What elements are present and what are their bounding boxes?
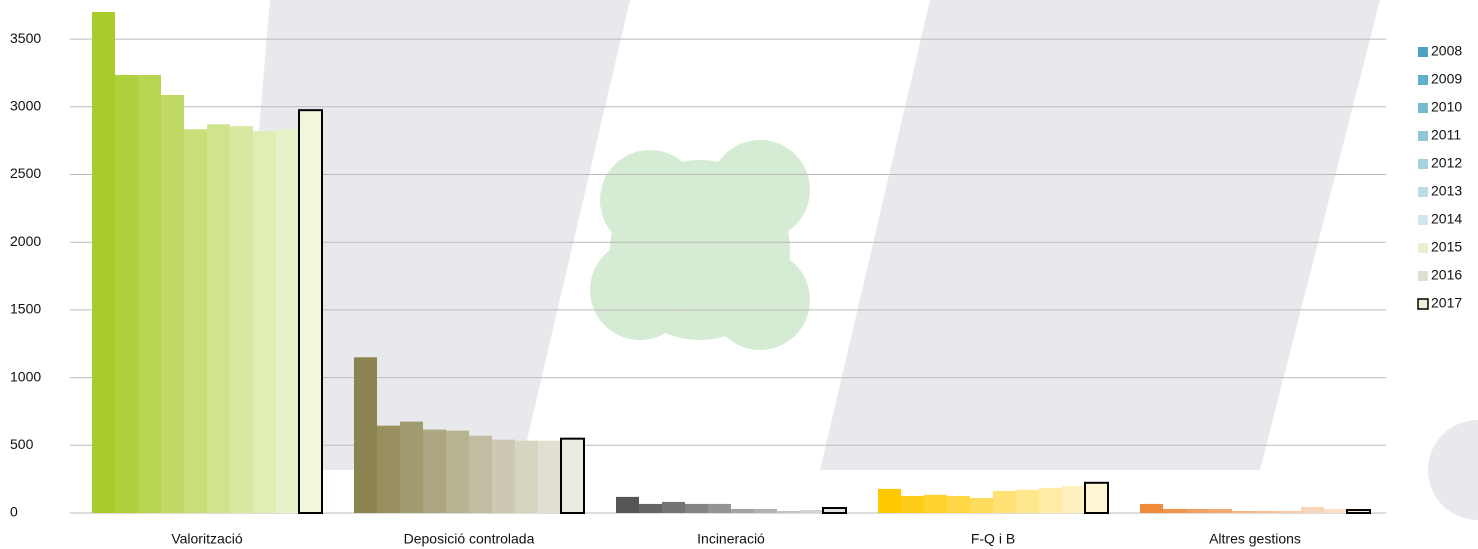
bar	[993, 490, 1016, 513]
y-tick-label: 2500	[10, 165, 41, 181]
bar	[1016, 489, 1039, 513]
bar	[947, 495, 970, 513]
bar	[230, 126, 253, 513]
legend-label: 2015	[1431, 239, 1462, 255]
bar	[970, 497, 993, 513]
bar	[685, 503, 708, 513]
bar	[800, 510, 823, 513]
bar	[1186, 508, 1209, 513]
legend-swatch	[1418, 47, 1428, 57]
legend-swatch	[1418, 75, 1428, 85]
legend-swatch	[1418, 187, 1428, 197]
bar	[92, 12, 115, 513]
x-tick-label: Deposició controlada	[404, 531, 535, 547]
watermark	[230, 0, 1478, 520]
bar	[446, 430, 469, 513]
y-tick-label: 3500	[10, 30, 41, 46]
bar	[1324, 508, 1347, 513]
bar	[1278, 510, 1301, 513]
legend-label: 2013	[1431, 183, 1462, 199]
bar	[469, 435, 492, 513]
bar	[924, 494, 947, 513]
bar	[1140, 503, 1163, 513]
bar	[354, 357, 377, 513]
legend-swatch	[1418, 131, 1428, 141]
legend-label: 2017	[1431, 295, 1462, 311]
legend-label: 2014	[1431, 211, 1462, 227]
watermark-flower	[590, 140, 810, 350]
bar	[276, 129, 299, 513]
y-tick-label: 2000	[10, 233, 41, 249]
bar	[1255, 510, 1278, 513]
bar	[616, 496, 639, 513]
bar	[1232, 510, 1255, 513]
bar	[400, 421, 423, 513]
bar	[731, 508, 754, 513]
bar	[639, 503, 662, 513]
bar	[184, 129, 207, 513]
y-tick-label: 0	[10, 504, 18, 520]
x-tick-label: Altres gestions	[1209, 531, 1301, 547]
legend-swatch	[1417, 298, 1429, 310]
x-tick-label: Valorització	[171, 531, 243, 547]
bar	[207, 124, 230, 513]
bar	[253, 131, 276, 514]
bar	[115, 74, 138, 514]
y-tick-label: 1000	[10, 368, 41, 384]
legend-swatch	[1418, 159, 1428, 169]
bar	[298, 109, 323, 515]
y-tick-label: 500	[10, 436, 34, 452]
bar	[538, 440, 561, 513]
bar	[1062, 485, 1085, 513]
legend-label: 2011	[1431, 127, 1461, 143]
bar	[754, 508, 777, 513]
bar	[560, 437, 585, 515]
bar	[161, 95, 184, 514]
bar	[1209, 508, 1232, 513]
legend-label: 2016	[1431, 267, 1462, 283]
bar	[662, 501, 685, 513]
legend-swatch	[1418, 103, 1428, 113]
bar	[377, 425, 400, 513]
x-tick-label: Incineració	[697, 531, 765, 547]
bar	[1163, 508, 1186, 513]
bar	[492, 439, 515, 513]
legend-label: 2010	[1431, 99, 1462, 115]
bar	[1084, 481, 1109, 515]
bar	[777, 510, 800, 513]
legend-swatch	[1418, 271, 1428, 281]
bar	[1346, 509, 1371, 515]
bar	[901, 495, 924, 513]
y-tick-label: 3000	[10, 97, 41, 113]
bar	[1301, 506, 1324, 513]
bar	[423, 429, 446, 513]
bar	[138, 74, 161, 514]
bar	[1039, 487, 1062, 513]
y-tick-label: 1500	[10, 301, 41, 317]
x-tick-label: F-Q i B	[971, 531, 1015, 547]
legend-label: 2009	[1431, 71, 1462, 87]
legend-label: 2012	[1431, 155, 1462, 171]
legend-swatch	[1418, 243, 1428, 253]
bar	[878, 488, 901, 513]
bar	[708, 503, 731, 513]
legend-label: 2008	[1431, 43, 1462, 59]
bar	[822, 506, 847, 514]
legend-swatch	[1418, 215, 1428, 225]
bar	[515, 440, 538, 513]
